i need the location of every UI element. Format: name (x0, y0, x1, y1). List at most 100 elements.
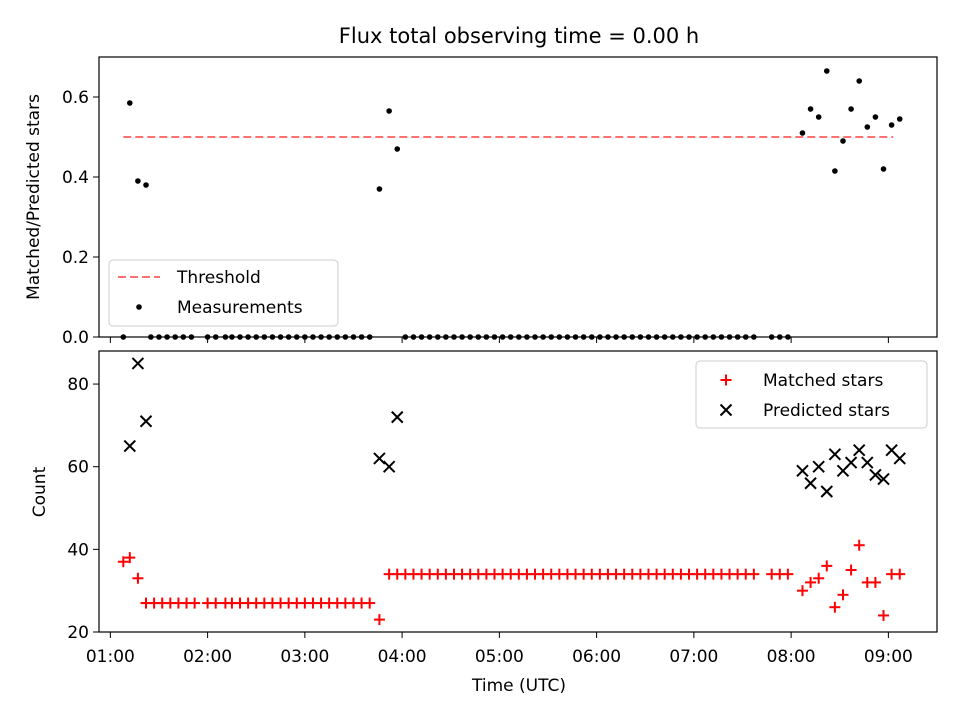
matched-star-point (132, 572, 144, 584)
cross-b (373, 452, 386, 465)
top-legend-box (108, 259, 339, 327)
cross-b (719, 403, 733, 417)
xtick-label: 03:00 (280, 647, 329, 667)
measurement-point (386, 108, 392, 114)
predicted-star-point (382, 460, 396, 473)
matched-star-point (821, 560, 833, 572)
legend-matched-swatch (720, 374, 732, 386)
legend-predicted-swatch (719, 403, 733, 417)
predicted-star-point (869, 468, 882, 482)
cross-b (391, 410, 404, 424)
predicted-star-point (373, 452, 386, 465)
measurement-point (888, 122, 895, 128)
measurement-point (143, 182, 149, 188)
cross-b (139, 415, 153, 428)
matched-star-point (805, 576, 817, 588)
top-legend: Threshold Measurements (108, 259, 339, 327)
measurement-point (896, 116, 903, 122)
top-ylabel: Matched/Predicted stars (24, 94, 44, 300)
xtick-label: 05:00 (475, 647, 524, 667)
matched-star-point (796, 585, 808, 597)
matched-star-point (845, 564, 857, 576)
measurement-point (832, 168, 838, 174)
xtick-label: 02:00 (183, 647, 232, 667)
xtick-label: 01:00 (86, 647, 135, 667)
xtick-label: 09:00 (864, 647, 913, 667)
measurement-point (126, 100, 133, 106)
matched-star-point (364, 597, 376, 609)
top-ytick-label: 0.2 (62, 248, 89, 268)
matched-star-point (210, 597, 222, 609)
measurement-point (856, 78, 862, 84)
top-ytick-label: 0.4 (62, 168, 89, 188)
predicted-star-point (391, 410, 404, 424)
cross-b (844, 456, 858, 469)
bottom-ytick-label: 20 (67, 623, 89, 643)
predicted-star-point (123, 439, 137, 453)
cross-b (820, 485, 833, 498)
top-ytick-label: 0.6 (62, 88, 89, 108)
top-ytick-label: 0.0 (62, 328, 89, 348)
measurement-point (815, 114, 822, 120)
bottom-axes-frame (98, 350, 938, 633)
cross-b (869, 468, 882, 482)
cross-b (796, 464, 809, 478)
bottom-legend-box (695, 360, 928, 429)
measurement-point (872, 114, 879, 120)
bottom-ytick-label: 80 (67, 375, 89, 395)
matched-star-point (869, 576, 881, 588)
predicted-star-point (820, 485, 833, 498)
legend-measurement-label: Measurements (177, 298, 303, 318)
cross-b (877, 472, 890, 486)
legend-measurement-swatch (136, 304, 142, 310)
chart-title: Flux total observing time = 0.00 h (339, 24, 699, 48)
matched-star-point (878, 609, 890, 621)
cross-b (131, 357, 145, 370)
xlabel: Time (UTC) (471, 676, 566, 696)
predicted-star-point (804, 477, 817, 490)
matched-star-point (189, 597, 201, 609)
predicted-star-point (861, 456, 874, 469)
matched-star-point (117, 556, 129, 568)
legend-threshold-label: Threshold (176, 268, 261, 288)
predicted-star-point (139, 415, 153, 428)
xtick-label: 07:00 (669, 647, 718, 667)
cross-b (812, 460, 825, 473)
measurement-point (840, 138, 846, 144)
xtick-label: 06:00 (572, 647, 621, 667)
measurement-point (376, 186, 383, 192)
cross-b (885, 443, 898, 457)
predicted-star-point (852, 443, 866, 457)
predicted-star-point (877, 472, 890, 486)
predicted-star-point (131, 357, 145, 370)
bottom-ytick-label: 60 (67, 458, 89, 478)
bottom-legend: Matched stars Predicted stars (695, 360, 928, 429)
cross-b (852, 443, 866, 457)
matched-star-point (813, 572, 825, 584)
measurement-point (880, 166, 887, 172)
measurement-point (848, 106, 854, 112)
matched-star-point (853, 539, 865, 551)
top-panel: 0.0 0.2 0.4 0.6 Threshold Measurements (62, 56, 938, 348)
matched-star-point (829, 601, 841, 613)
bottom-panel: 20 40 60 80 01:00 02:00 03:00 04:00 05:00 06:00 07… (67, 350, 938, 667)
predicted-star-point (893, 452, 906, 465)
xtick-label: 04:00 (378, 647, 427, 667)
matched-star-point (748, 568, 760, 580)
predicted-star-point (828, 448, 842, 461)
cross-b (893, 452, 906, 465)
predicted-star-point (812, 460, 825, 473)
bottom-ylabel: Count (30, 466, 50, 517)
predicted-star-point (844, 456, 858, 469)
legend-matched-label: Matched stars (763, 371, 883, 391)
measurement-point (799, 130, 806, 136)
predicted-star-point (796, 464, 809, 478)
measurement-point (807, 106, 814, 112)
measurement-point (823, 68, 830, 74)
matched-star-point (837, 589, 849, 601)
xtick-label: 08:00 (767, 647, 816, 667)
measurement-point (864, 124, 871, 130)
measurement-point (394, 146, 401, 152)
top-axes-frame (98, 56, 938, 338)
